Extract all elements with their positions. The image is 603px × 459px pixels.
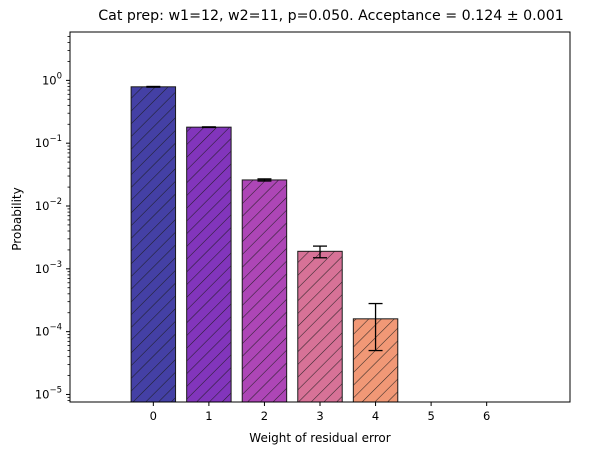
y-tick-label: 10−2 bbox=[35, 197, 62, 213]
bar-hatch bbox=[131, 86, 176, 402]
y-tick-label: 10−5 bbox=[35, 385, 62, 401]
x-tick-label: 6 bbox=[483, 409, 490, 423]
bar-2 bbox=[241, 179, 288, 403]
y-tick-label: 10−4 bbox=[35, 323, 62, 339]
error-bar-4 bbox=[368, 302, 383, 352]
x-tick-label: 4 bbox=[372, 409, 379, 423]
y-axis: 100 10−1 10−2 10−3 10−4 10−5 bbox=[35, 36, 70, 401]
error-bar-2 bbox=[257, 178, 272, 182]
error-bar-3 bbox=[313, 245, 327, 259]
x-tick-label: 2 bbox=[261, 409, 268, 423]
x-tick-label: 3 bbox=[316, 409, 323, 423]
x-axis: 0 1 2 3 4 5 6 bbox=[150, 402, 490, 423]
bar-0 bbox=[130, 86, 177, 403]
error-bar-1 bbox=[201, 126, 216, 129]
bar-1 bbox=[186, 126, 232, 403]
x-axis-label: Weight of residual error bbox=[249, 431, 390, 445]
error-bar-0 bbox=[146, 85, 161, 88]
bar-hatch bbox=[242, 179, 287, 402]
bar-hatch bbox=[297, 251, 343, 402]
y-axis-label: Probability bbox=[10, 187, 24, 250]
chart-title: Cat prep: w1=12, w2=11, p=0.050. Accepta… bbox=[98, 8, 564, 24]
x-tick-label: 1 bbox=[205, 409, 212, 423]
plot-area bbox=[130, 85, 399, 403]
x-tick-label: 0 bbox=[150, 409, 157, 423]
y-tick-label: 100 bbox=[42, 71, 62, 87]
bar-3 bbox=[297, 250, 343, 403]
y-tick-label: 10−1 bbox=[35, 134, 62, 150]
bar-hatch bbox=[186, 127, 232, 403]
x-tick-label: 5 bbox=[427, 409, 434, 423]
y-tick-label: 10−3 bbox=[35, 260, 62, 276]
